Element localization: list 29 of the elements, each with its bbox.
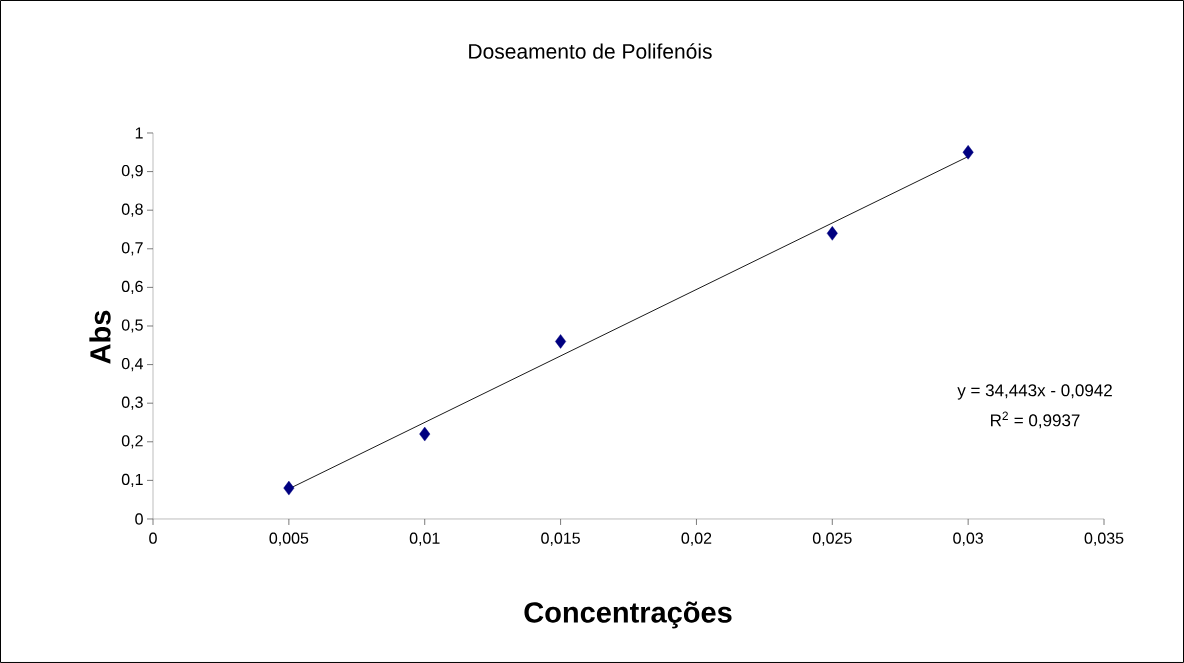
- y-tick-label: 0,9: [121, 164, 143, 179]
- x-tick-label: 0,025: [812, 532, 852, 546]
- point: [826, 226, 838, 241]
- y-tick-label: 0,1: [121, 473, 143, 487]
- point: [283, 480, 295, 496]
- y-tick-label: 1: [135, 127, 143, 139]
- point: [419, 426, 431, 442]
- x-tick-label: 0,03: [953, 532, 984, 546]
- x-tick-label: 0,02: [681, 532, 712, 546]
- y-tick-label: 0,2: [121, 435, 143, 449]
- x-tick-label: 0,01: [409, 532, 440, 546]
- y-tick-label: 0,5: [121, 319, 143, 333]
- y-tick-label: 0: [135, 513, 143, 525]
- point: [555, 334, 567, 349]
- y-tick-label: 0,8: [121, 203, 143, 217]
- point: [962, 145, 974, 160]
- x-tick-label: 0,015: [541, 532, 580, 546]
- annotation: y = 34,443x - 0,0942: [957, 384, 1112, 400]
- y-tick-label: 0,6: [121, 280, 143, 294]
- x-axis-title: Concentrações: [524, 601, 732, 629]
- x-tick-label: 0,035: [1084, 532, 1124, 546]
- y-tick-label: 0,4: [121, 357, 144, 372]
- annotation: R$^{2}$ = 0,9937: [991, 411, 1080, 429]
- x-tick-label: 0,005: [269, 532, 309, 546]
- y-tick-label: 0,3: [121, 396, 143, 410]
- y-tick-label: 0,7: [121, 242, 143, 256]
- y-axis-title: Abs: [89, 310, 111, 364]
- x-tick-label: 0: [149, 532, 157, 544]
- chart-title: Doseamento de Polifenóis: [469, 43, 712, 59]
